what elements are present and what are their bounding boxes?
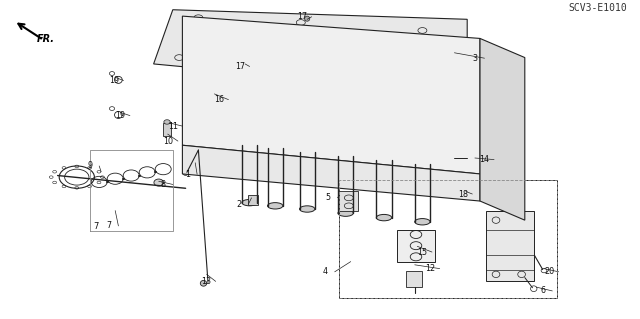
Ellipse shape: [415, 219, 430, 225]
Text: 14: 14: [479, 155, 490, 164]
Text: 18: 18: [458, 189, 468, 198]
Text: SCV3-E1010: SCV3-E1010: [568, 3, 627, 13]
Ellipse shape: [183, 171, 188, 175]
Text: 3: 3: [472, 54, 477, 63]
Bar: [486, 211, 534, 281]
Polygon shape: [182, 16, 480, 174]
Text: 17: 17: [297, 12, 307, 21]
Ellipse shape: [338, 210, 353, 216]
Polygon shape: [182, 145, 480, 201]
Ellipse shape: [154, 179, 164, 186]
Text: 4: 4: [323, 267, 328, 276]
Ellipse shape: [300, 206, 315, 212]
Bar: [467, 155, 493, 161]
Text: 7: 7: [106, 221, 111, 230]
Polygon shape: [154, 10, 467, 91]
Ellipse shape: [305, 16, 310, 21]
Text: 10: 10: [163, 137, 173, 145]
Bar: [406, 271, 422, 287]
Ellipse shape: [241, 61, 246, 66]
Text: 20: 20: [544, 267, 554, 276]
Text: 8: 8: [161, 180, 166, 189]
Text: 19: 19: [109, 76, 119, 85]
Text: 5: 5: [325, 193, 330, 202]
Text: 15: 15: [417, 248, 428, 256]
Text: 19: 19: [115, 111, 125, 120]
Text: 12: 12: [425, 264, 435, 273]
Bar: [458, 187, 474, 198]
Bar: [248, 195, 258, 205]
Bar: [339, 191, 358, 211]
Ellipse shape: [164, 120, 170, 124]
Text: 7: 7: [93, 222, 98, 231]
Text: FR.: FR.: [37, 33, 55, 44]
Text: 2: 2: [236, 200, 241, 209]
Text: 17: 17: [235, 62, 245, 71]
Ellipse shape: [376, 214, 392, 221]
Text: 13: 13: [201, 277, 211, 286]
Text: 16: 16: [214, 95, 224, 104]
Ellipse shape: [207, 92, 215, 97]
Text: 9: 9: [87, 161, 92, 170]
Text: 11: 11: [168, 122, 178, 130]
Text: 1: 1: [185, 170, 190, 179]
Bar: [339, 180, 557, 298]
Ellipse shape: [200, 280, 207, 286]
Ellipse shape: [268, 203, 283, 209]
Bar: [397, 230, 435, 262]
Ellipse shape: [242, 199, 257, 206]
Polygon shape: [480, 38, 525, 220]
Bar: [163, 123, 171, 136]
Text: 6: 6: [540, 286, 545, 295]
